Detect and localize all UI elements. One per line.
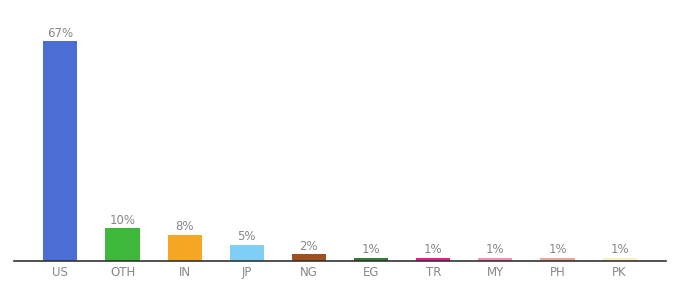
Bar — [44, 41, 78, 261]
Text: 1%: 1% — [611, 243, 629, 256]
Text: 10%: 10% — [109, 214, 135, 227]
Text: 1%: 1% — [424, 243, 443, 256]
Text: 2%: 2% — [300, 240, 318, 253]
Text: 8%: 8% — [175, 220, 194, 233]
Text: 1%: 1% — [362, 243, 380, 256]
Bar — [230, 244, 264, 261]
Bar — [478, 258, 513, 261]
Bar — [541, 258, 575, 261]
Bar — [105, 228, 139, 261]
Text: 1%: 1% — [486, 243, 505, 256]
Bar — [167, 235, 202, 261]
Text: 67%: 67% — [48, 27, 73, 40]
Text: 5%: 5% — [237, 230, 256, 243]
Bar — [354, 258, 388, 261]
Bar — [416, 258, 450, 261]
Bar — [292, 254, 326, 261]
Text: 1%: 1% — [548, 243, 567, 256]
Bar — [602, 258, 636, 261]
